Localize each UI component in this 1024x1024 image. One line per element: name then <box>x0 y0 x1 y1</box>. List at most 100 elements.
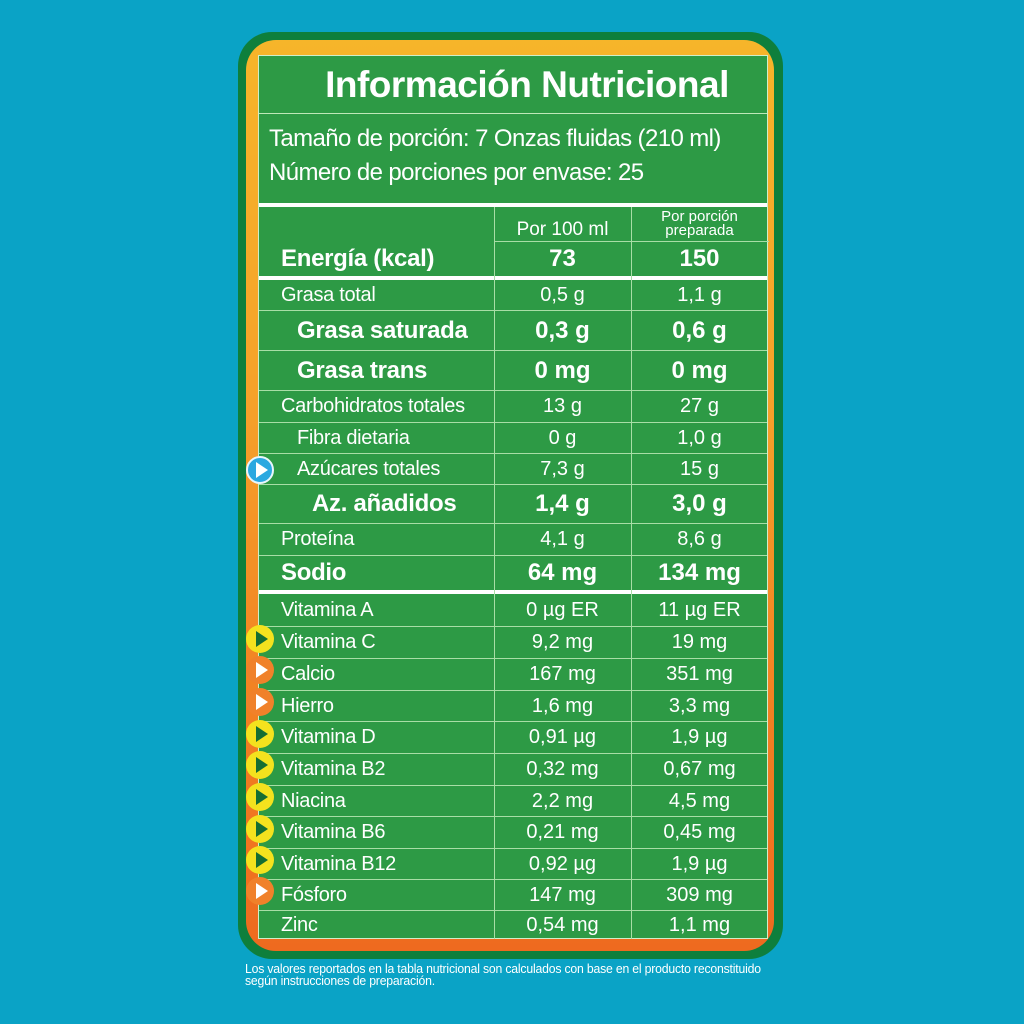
divider-thick <box>259 590 767 594</box>
row-divider <box>259 658 767 659</box>
value-per-serving: 1,9 µg <box>671 726 728 748</box>
play-marker-yellow-icon <box>246 846 274 874</box>
column-header-per-100ml: Por 100 ml <box>516 219 609 240</box>
value-per-100ml: 0,21 mg <box>526 821 599 843</box>
value-per-serving: 150 <box>679 245 720 272</box>
table-row: Fósforo 147 mg 309 mg <box>259 880 767 910</box>
divider-thick <box>259 203 767 207</box>
row-divider <box>259 555 767 556</box>
value-per-serving: 1,0 g <box>677 426 722 449</box>
table-row: Az. añadidos 1,4 g 3,0 g <box>259 485 767 523</box>
serving-info: Tamaño de porción: 7 Onzas fluidas (210 … <box>269 122 721 190</box>
nutrient-name: Calcio <box>281 663 335 685</box>
serving-size: Tamaño de porción: 7 Onzas fluidas (210 … <box>269 125 721 152</box>
nutrient-name: Vitamina D <box>281 726 376 748</box>
nutrient-name: Grasa saturada <box>297 316 468 344</box>
value-per-serving: 4,5 mg <box>668 789 731 812</box>
value-per-serving: 1,1 mg <box>668 914 731 936</box>
row-divider <box>259 721 767 722</box>
value-per-100ml: 73 <box>549 245 576 272</box>
nutrient-name: Proteína <box>281 528 355 550</box>
play-marker-yellow-icon <box>246 783 274 811</box>
column-divider <box>494 207 495 939</box>
column-header-per-serving: Por porción preparada <box>661 208 738 239</box>
row-divider <box>259 753 767 754</box>
table-row: Hierro 1,6 mg 3,3 mg <box>259 691 767 721</box>
row-divider <box>259 816 767 817</box>
row-divider <box>259 310 767 311</box>
value-per-100ml: 0,92 µg <box>528 852 597 875</box>
value-per-100ml: 0 µg ER <box>526 598 599 621</box>
table-row: Grasa saturada 0,3 g 0,6 g <box>259 311 767 350</box>
value-per-serving: 27 g <box>680 395 719 417</box>
play-marker-blue-icon <box>246 456 274 484</box>
value-per-100ml: 7,3 g <box>540 457 585 480</box>
value-per-100ml: 0,5 g <box>540 283 585 306</box>
table-row: Carbohidratos totales 13 g 27 g <box>259 391 767 422</box>
value-per-serving: 3,3 mg <box>668 694 731 717</box>
value-per-100ml: 147 mg <box>529 883 596 906</box>
table-row: Vitamina D 0,91 µg 1,9 µg <box>259 722 767 753</box>
table-row: Grasa total 0,5 g 1,1 g <box>259 280 767 310</box>
value-per-serving: 309 mg <box>666 883 733 906</box>
nutrient-name: Vitamina C <box>281 631 376 653</box>
nutrient-name: Vitamina B2 <box>281 758 386 780</box>
nutrient-name: Vitamina B12 <box>281 852 396 875</box>
nutrient-name: Fibra dietaria <box>297 426 410 449</box>
play-marker-orange-icon <box>246 688 274 716</box>
value-per-serving: 15 g <box>680 457 719 480</box>
value-per-serving: 0,6 g <box>672 316 727 344</box>
value-per-100ml: 0,54 mg <box>526 914 599 936</box>
value-per-serving: 0,45 mg <box>663 821 736 843</box>
row-divider <box>259 848 767 849</box>
nutrient-name: Grasa trans <box>297 356 428 384</box>
nutrient-name: Fósforo <box>281 883 347 906</box>
value-per-100ml: 0 mg <box>534 356 591 384</box>
table-row: Vitamina A 0 µg ER 11 µg ER <box>259 594 767 626</box>
row-divider <box>259 910 767 911</box>
table-row: Grasa trans 0 mg 0 mg <box>259 351 767 390</box>
value-per-serving: 0,67 mg <box>663 758 736 780</box>
value-per-100ml: 9,2 mg <box>531 631 594 653</box>
value-per-100ml: 64 mg <box>527 559 598 586</box>
nutrient-name: Hierro <box>281 694 334 717</box>
nutrient-name: Az. añadidos <box>312 490 457 517</box>
play-marker-yellow-icon <box>246 720 274 748</box>
value-per-100ml: 4,1 g <box>540 528 585 550</box>
play-marker-orange-icon <box>246 656 274 684</box>
column-divider <box>631 207 632 939</box>
nutrient-name: Energía (kcal) <box>281 245 435 272</box>
value-per-serving: 8,6 g <box>677 528 722 550</box>
value-per-100ml: 167 mg <box>529 663 596 685</box>
value-per-100ml: 2,2 mg <box>531 789 594 812</box>
table-row: Azúcares totales 7,3 g 15 g <box>259 454 767 484</box>
value-per-serving: 351 mg <box>666 663 733 685</box>
table-row: Vitamina B12 0,92 µg 1,9 µg <box>259 849 767 879</box>
row-divider <box>259 453 767 454</box>
play-marker-yellow-icon <box>246 815 274 843</box>
nutrient-name: Niacina <box>281 789 346 812</box>
nutrient-name: Vitamina B6 <box>281 821 386 843</box>
value-per-100ml: 0,32 mg <box>526 758 599 780</box>
row-divider <box>259 879 767 880</box>
row-divider <box>259 523 767 524</box>
table-row: Calcio 167 mg 351 mg <box>259 659 767 690</box>
table-row: Niacina 2,2 mg 4,5 mg <box>259 786 767 816</box>
label-title: Información Nutricional <box>259 56 767 114</box>
row-divider <box>259 626 767 627</box>
table-row: Zinc 0,54 mg 1,1 mg <box>259 911 767 940</box>
value-per-100ml: 0,3 g <box>535 316 590 344</box>
nutrient-name: Carbohidratos totales <box>281 395 465 417</box>
nutrient-name: Vitamina A <box>281 598 374 621</box>
nutrient-name: Sodio <box>281 559 347 586</box>
table-row: Proteína 4,1 g 8,6 g <box>259 524 767 555</box>
value-per-100ml: 1,6 mg <box>531 694 594 717</box>
play-marker-orange-icon <box>246 877 274 905</box>
row-divider <box>259 690 767 691</box>
value-per-100ml: 1,4 g <box>535 490 590 517</box>
table-row-energy: Energía (kcal) 73 150 <box>259 242 767 276</box>
row-divider <box>259 350 767 351</box>
table-row: Vitamina B6 0,21 mg 0,45 mg <box>259 817 767 848</box>
value-per-serving: 19 mg <box>671 631 728 653</box>
value-per-serving: 3,0 g <box>672 490 727 517</box>
